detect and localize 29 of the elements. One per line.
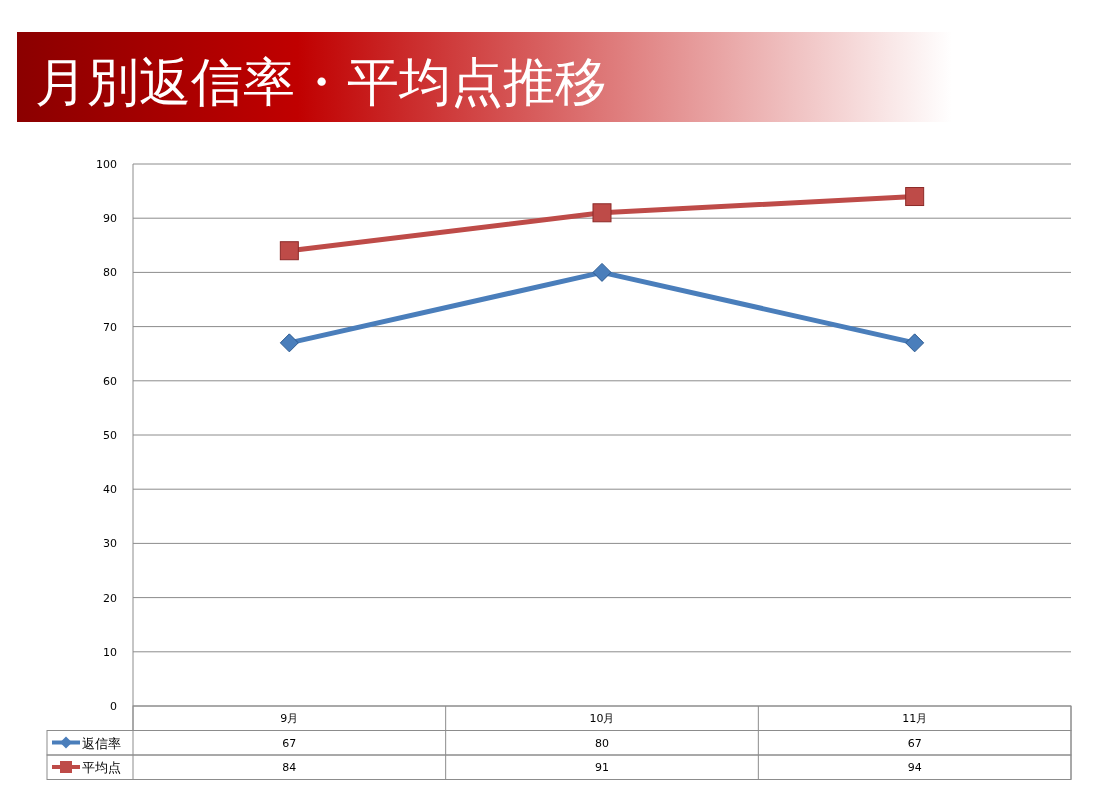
legend-label: 平均点: [82, 760, 121, 775]
data-label: 67: [282, 736, 297, 750]
legend-label: 返信率: [82, 735, 121, 751]
point: [279, 333, 299, 353]
point: [905, 187, 925, 207]
point: [279, 241, 299, 261]
y-tick-label: 70: [103, 320, 117, 334]
data-label: 91: [595, 761, 609, 774]
y-tick-label: 60: [103, 374, 117, 388]
x-tick-label: 9月: [280, 712, 299, 725]
y-tick-label: 50: [103, 429, 117, 442]
data-label: 84: [282, 761, 297, 774]
y-tick-label: 100: [96, 158, 117, 171]
x-tick-label: 11月: [902, 712, 928, 725]
y-tick-label: 40: [103, 483, 117, 497]
point: [592, 203, 612, 223]
y-tick-label: 90: [103, 212, 117, 226]
point: [905, 333, 925, 353]
y-tick-label: 10: [103, 645, 117, 659]
y-tick-label: 30: [103, 537, 117, 551]
point: [592, 262, 612, 282]
y-tick-label: 0: [110, 700, 117, 713]
y-tick-label: 20: [103, 591, 117, 605]
data-label: 80: [595, 736, 609, 750]
y-tick-label: 80: [103, 266, 117, 280]
chart-title: 月別返信率・平均点推移: [35, 52, 607, 112]
x-tick-label: 10月: [589, 712, 615, 725]
data-label: 94: [907, 761, 922, 774]
data-label: 67: [907, 736, 922, 750]
